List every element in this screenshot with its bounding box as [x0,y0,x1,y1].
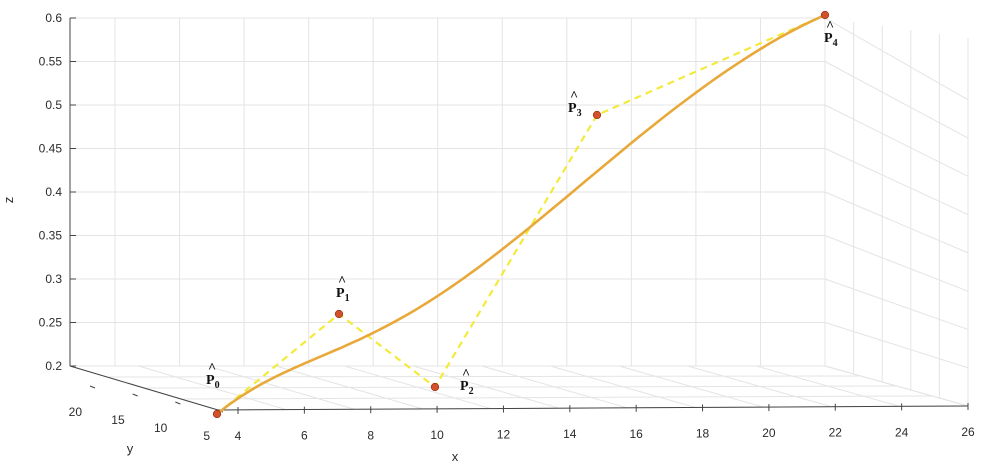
control-point-label-0: P0 [206,373,220,391]
y-tick-label: 20 [69,405,83,419]
z-tick-label: 0.35 [39,229,63,243]
control-points [212,10,830,419]
y-tick-labels: 5 10 15 20 [69,385,224,443]
y-tick-mark [175,401,181,405]
control-point-hat: ^ [462,367,470,382]
z-tick-label: 0.25 [39,316,63,330]
control-point-1 [334,309,344,319]
floor-grid-line [143,385,897,389]
x-tick-label: 26 [961,425,975,439]
side-grid-line [824,17,969,101]
floor-grid-yline [618,365,764,408]
x-tick-label: 14 [563,427,577,441]
x-tick-label: 8 [367,428,374,442]
back-wall-grid [70,17,826,367]
bezier-curve-line [216,13,826,416]
x-tick-label: 12 [497,428,511,442]
control-point-4 [820,10,830,20]
side-grid-line [824,278,969,330]
x-tick-label: 20 [762,426,776,440]
y-axis-label: y [127,441,134,456]
side-grid-line [824,235,969,292]
floor-grid-yline [824,365,969,407]
bezier-curve [216,13,826,416]
z-tick-label: 0.5 [45,98,62,112]
side-grid-line [824,61,969,139]
floor-grid-yline [687,365,832,408]
z-tick-label: 0.6 [45,11,62,25]
floor-grid-yline [756,365,900,407]
floor-grid-yline [138,365,287,411]
control-point-3 [592,110,602,120]
z-tick-label: 0.45 [39,142,63,156]
x-axis-label: x [452,449,459,463]
x-tick-label: 6 [301,429,308,443]
z-tick-label: 0.3 [45,272,62,286]
z-tick-label: 0.2 [45,359,62,373]
floor-grid-yline [550,365,696,408]
control-point-label-3: P3 [568,101,582,119]
z-tick-label: 0.55 [39,55,63,69]
control-point-hat: ^ [570,89,578,104]
x-axis-line [217,405,969,411]
floor-grid-yline [413,365,560,409]
y-tick-mark [132,393,138,397]
x-tick-label: 24 [895,425,909,439]
control-point-2 [430,382,440,392]
y-tick-label: 10 [154,421,168,435]
floor-grid-yline [344,365,491,410]
side-wall-grid [824,17,969,407]
floor-grid-yline [207,365,355,410]
control-point-hat: ^ [208,361,216,376]
z-tick-labels: 0.2 0.25 0.3 0.35 0.4 0.45 0.5 0.55 0.6 [39,11,76,373]
z-axis-label: z [1,197,16,204]
side-grid-line [824,322,969,369]
x-tick-label: 10 [430,428,444,442]
y-tick-mark [89,385,96,389]
y-tick-label: 15 [111,413,125,427]
control-point-0 [212,409,222,419]
side-grid-line [824,148,969,216]
control-point-label-1: P1 [336,286,350,304]
x-tick-labels: 4 6 8 10 12 14 16 18 20 22 24 26 [235,403,975,443]
control-point-label-2: P2 [460,379,474,397]
control-point-label-4: P4 [824,31,838,49]
side-grid-line [824,104,969,177]
x-tick-label: 4 [235,429,242,443]
x-tick-label: 22 [829,426,843,440]
y-axis-line [69,365,219,411]
floor-grid-yline [481,365,628,409]
x-tick-label: 18 [696,426,710,440]
side-grid-line [824,191,969,254]
axis-lines [69,18,969,411]
control-point-hat: ^ [338,274,346,289]
floor-grid-yline [275,365,423,410]
floor-grid-line [106,375,861,378]
x-tick-label: 16 [630,427,644,441]
y-tick-label: 5 [203,429,210,443]
floor-grid [69,365,969,411]
z-tick-label: 0.4 [45,185,62,199]
floor-grid-line [180,395,933,400]
control-point-hat: ^ [826,19,834,34]
control-point-labels: P0^P1^P2^P3^P4^ [206,19,838,397]
